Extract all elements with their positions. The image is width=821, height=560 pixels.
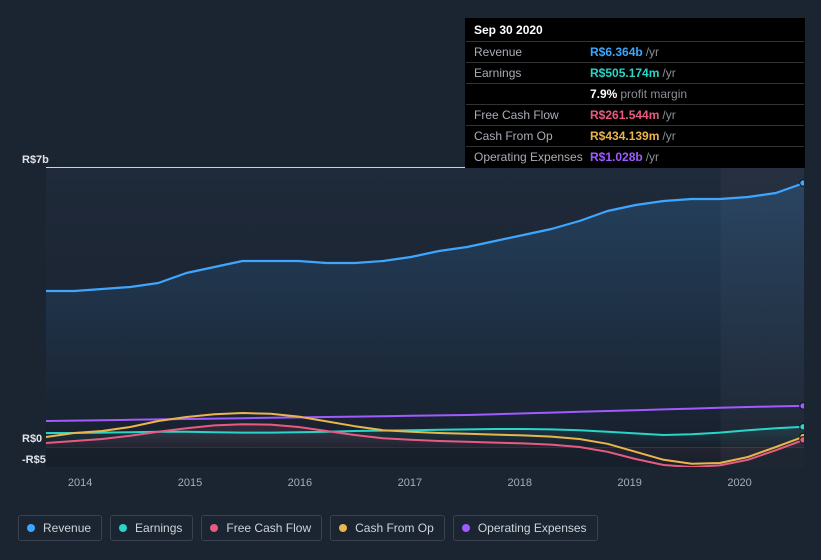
- tooltip-label: Free Cash Flow: [474, 107, 590, 123]
- x-axis-label: 2019: [617, 477, 641, 489]
- legend-swatch: [339, 524, 347, 532]
- tooltip-label: [474, 86, 590, 102]
- y-axis-label-zero: R$0: [22, 433, 42, 445]
- tooltip-value: R$1.028b: [590, 149, 643, 165]
- tooltip-unit: /yr: [662, 107, 675, 123]
- tooltip-unit: /yr: [662, 65, 675, 81]
- tooltip-value: R$6.364b: [590, 44, 643, 60]
- legend-swatch: [462, 524, 470, 532]
- tooltip-label: Revenue: [474, 44, 590, 60]
- x-axis-label: 2016: [288, 477, 312, 489]
- legend-item-cash-from-op[interactable]: Cash From Op: [330, 515, 445, 541]
- legend-swatch: [27, 524, 35, 532]
- legend-item-earnings[interactable]: Earnings: [110, 515, 193, 541]
- tooltip-row-fcf: Free Cash Flow R$261.544m /yr: [466, 105, 804, 126]
- tooltip-value: 7.9%: [590, 86, 617, 102]
- tooltip-row-revenue: Revenue R$6.364b /yr: [466, 42, 804, 63]
- legend-swatch: [210, 524, 218, 532]
- tooltip-value: R$261.544m: [590, 107, 659, 123]
- tooltip-unit: /yr: [662, 128, 675, 144]
- legend-swatch: [119, 524, 127, 532]
- legend-label: Cash From Op: [355, 521, 434, 535]
- y-axis-label-max: R$7b: [22, 154, 49, 166]
- tooltip-row-earnings: Earnings R$505.174m /yr: [466, 63, 804, 84]
- tooltip-date: Sep 30 2020: [466, 19, 804, 42]
- legend-item-free-cash-flow[interactable]: Free Cash Flow: [201, 515, 322, 541]
- chart-svg: [46, 167, 804, 467]
- legend-label: Operating Expenses: [478, 521, 587, 535]
- chart-legend: Revenue Earnings Free Cash Flow Cash From O…: [18, 515, 598, 541]
- chart-plot[interactable]: [46, 167, 804, 467]
- legend-label: Earnings: [135, 521, 182, 535]
- x-axis-label: 2020: [727, 477, 751, 489]
- x-axis-labels: 2014 2015 2016 2017 2018 2019 2020: [46, 477, 804, 493]
- tooltip-value: R$505.174m: [590, 65, 659, 81]
- legend-item-operating-expenses[interactable]: Operating Expenses: [453, 515, 598, 541]
- x-axis-label: 2018: [508, 477, 532, 489]
- financial-chart-panel: { "tooltip": { "date": "Sep 30 2020", "r…: [0, 0, 821, 560]
- chart-area: R$7b R$0 -R$500m 20142015201620172018201…: [18, 155, 804, 500]
- tooltip-row-opex: Operating Expenses R$1.028b /yr: [466, 147, 804, 167]
- tooltip-unit: /yr: [646, 44, 659, 60]
- x-axis-label: 2017: [398, 477, 422, 489]
- tooltip-label: Cash From Op: [474, 128, 590, 144]
- x-axis-label: 2014: [68, 477, 92, 489]
- legend-label: Free Cash Flow: [226, 521, 311, 535]
- legend-label: Revenue: [43, 521, 91, 535]
- tooltip-unit: /yr: [646, 149, 659, 165]
- tooltip-label: Earnings: [474, 65, 590, 81]
- x-axis-label: 2015: [178, 477, 202, 489]
- tooltip-unit: profit margin: [620, 86, 687, 102]
- tooltip-value: R$434.139m: [590, 128, 659, 144]
- tooltip-row-margin: 7.9% profit margin: [466, 84, 804, 105]
- data-tooltip: Sep 30 2020 Revenue R$6.364b /yr Earning…: [465, 18, 805, 168]
- legend-item-revenue[interactable]: Revenue: [18, 515, 102, 541]
- tooltip-label: Operating Expenses: [474, 149, 590, 165]
- tooltip-row-cfo: Cash From Op R$434.139m /yr: [466, 126, 804, 147]
